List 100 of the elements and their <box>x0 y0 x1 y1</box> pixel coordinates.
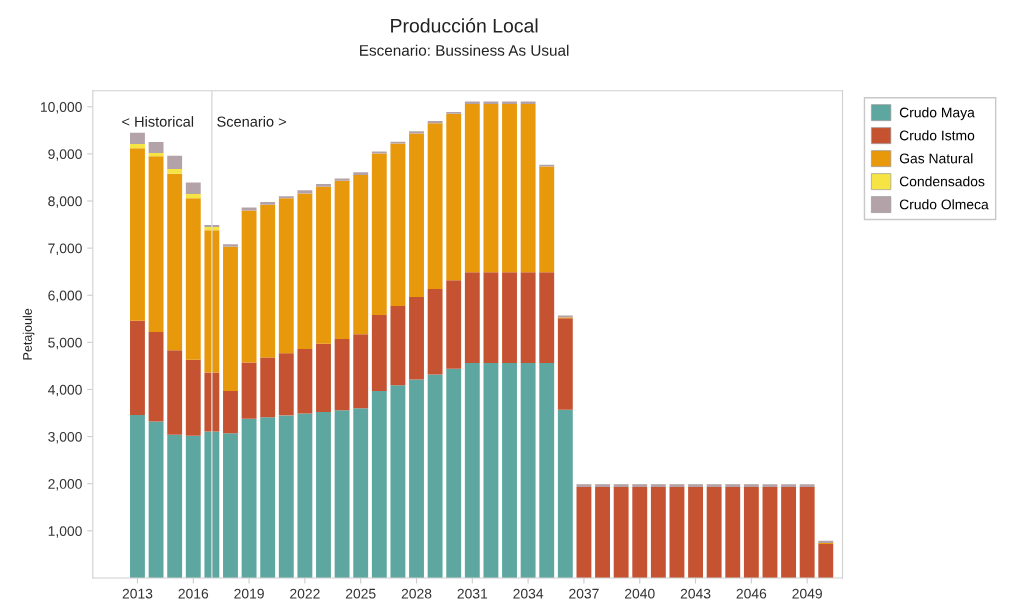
bar <box>167 168 183 174</box>
x-tick-label: 2031 <box>457 588 488 599</box>
bar <box>353 175 369 335</box>
bar <box>241 418 257 578</box>
bar <box>185 193 201 199</box>
bar <box>148 331 164 422</box>
x-tick-label: 2013 <box>122 588 153 599</box>
chart-title: Producción Local <box>391 18 538 33</box>
bar <box>446 368 462 578</box>
bar <box>316 184 331 187</box>
bar <box>260 417 276 578</box>
bar <box>576 487 592 578</box>
bar <box>130 132 145 144</box>
bar <box>297 348 313 414</box>
bar <box>167 155 183 169</box>
bar <box>353 334 369 409</box>
bar <box>334 180 350 340</box>
bar <box>371 153 387 316</box>
bar <box>334 339 350 411</box>
y-axis-title: Petajoule <box>22 308 35 360</box>
bar <box>632 487 648 578</box>
bar <box>669 484 685 487</box>
bar <box>409 131 424 134</box>
y-tick-label: 4,000 <box>47 384 82 397</box>
bar <box>464 272 480 364</box>
x-tick-label: 2016 <box>178 588 209 599</box>
x-tick-label: 2019 <box>234 588 264 599</box>
bar <box>260 357 276 418</box>
bar <box>706 487 722 578</box>
bar <box>185 198 201 360</box>
y-tick-label: 2,000 <box>48 479 82 491</box>
bar <box>334 410 350 578</box>
x-tick-label: 2037 <box>569 588 599 599</box>
bar <box>650 487 666 578</box>
bar <box>446 280 462 369</box>
y-tick-label: 10,000 <box>40 102 82 114</box>
bar <box>278 198 294 354</box>
bar <box>390 385 406 578</box>
bar <box>167 173 183 351</box>
y-tick-label: 3,000 <box>48 431 82 444</box>
bar <box>464 363 480 578</box>
bar <box>595 484 610 487</box>
bar <box>464 103 480 273</box>
bar <box>353 408 369 578</box>
x-tick-label: 2028 <box>401 588 432 599</box>
bar <box>799 484 815 487</box>
bar <box>446 113 462 281</box>
bar <box>316 343 331 413</box>
x-tick-label: 2049 <box>792 588 822 599</box>
bar <box>260 204 276 358</box>
bar <box>148 421 164 578</box>
bar <box>409 133 424 298</box>
bar <box>502 103 517 273</box>
bar <box>409 379 424 578</box>
bar <box>483 103 499 273</box>
bar <box>130 414 145 578</box>
bar <box>278 353 294 416</box>
y-tick-label: 9,000 <box>48 149 82 161</box>
bar <box>502 363 517 578</box>
bar <box>371 390 387 578</box>
bar <box>223 246 238 391</box>
annotation: < Historical <box>122 116 194 127</box>
bar <box>613 484 629 487</box>
bar <box>613 487 629 578</box>
bar <box>185 435 201 578</box>
bar <box>223 244 238 247</box>
legend-label: Gas Natural <box>899 153 973 164</box>
bar <box>278 415 294 578</box>
legend-label: Condensados <box>899 176 985 187</box>
bar <box>353 172 369 176</box>
y-tick-label: 7,000 <box>48 243 82 255</box>
bar <box>520 103 536 273</box>
bar <box>781 484 797 487</box>
bar <box>297 190 313 194</box>
bar <box>688 487 703 578</box>
bar <box>725 487 741 578</box>
bar <box>502 272 517 364</box>
bar <box>725 484 741 487</box>
legend-label: Crudo Maya <box>899 107 975 121</box>
bar <box>241 210 257 363</box>
bar <box>130 143 145 149</box>
bar <box>148 142 164 153</box>
bar <box>483 363 499 578</box>
bar <box>390 143 406 307</box>
bar <box>557 409 573 578</box>
bar <box>743 487 759 578</box>
bar <box>483 272 499 364</box>
x-tick-label: 2034 <box>513 588 544 599</box>
bar <box>427 123 443 290</box>
bar <box>316 412 331 578</box>
bar <box>669 487 685 578</box>
bar <box>130 320 145 415</box>
x-tick-label: 2025 <box>345 588 376 599</box>
bar <box>148 156 164 332</box>
y-tick-label: 5,000 <box>48 337 82 350</box>
bar <box>557 318 573 410</box>
annotation: Scenario > <box>217 116 286 127</box>
x-tick-label: 2046 <box>736 588 767 599</box>
bar <box>762 484 778 487</box>
bar <box>743 484 759 487</box>
